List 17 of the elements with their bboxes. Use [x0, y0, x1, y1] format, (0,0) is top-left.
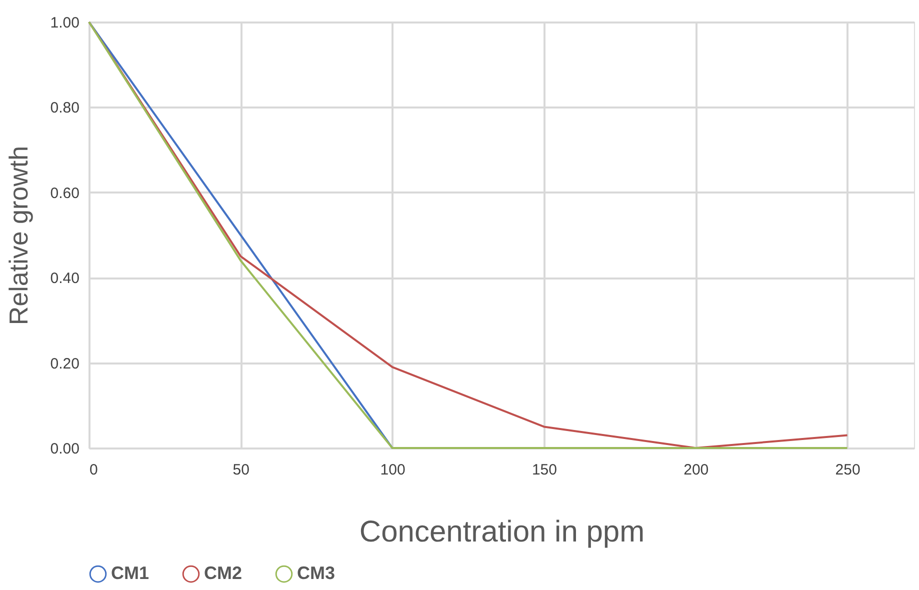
y-tick-label: 0.80 — [50, 100, 80, 117]
legend-label: CM2 — [204, 563, 242, 584]
legend-label: CM1 — [111, 563, 150, 584]
y-tick-label: 0.40 — [50, 270, 80, 288]
y-axis-title: Relative growth — [3, 146, 34, 326]
y-tick-label: 0.20 — [50, 355, 80, 372]
x-tick-label: 150 — [532, 462, 557, 478]
x-tick-label: 200 — [684, 462, 709, 478]
x-tick-label: 0 — [90, 462, 98, 478]
y-tick-label: 1.00 — [50, 14, 80, 32]
y-tick-label: 0.00 — [50, 440, 80, 458]
x-tick-label: 250 — [835, 462, 860, 478]
y-tick-label: 0.60 — [50, 184, 80, 202]
x-tick-label: 50 — [232, 462, 250, 478]
legend-label: CM3 — [297, 563, 336, 584]
x-axis-title: Concentration in ppm — [359, 516, 645, 548]
x-tick-label: 100 — [380, 462, 406, 478]
